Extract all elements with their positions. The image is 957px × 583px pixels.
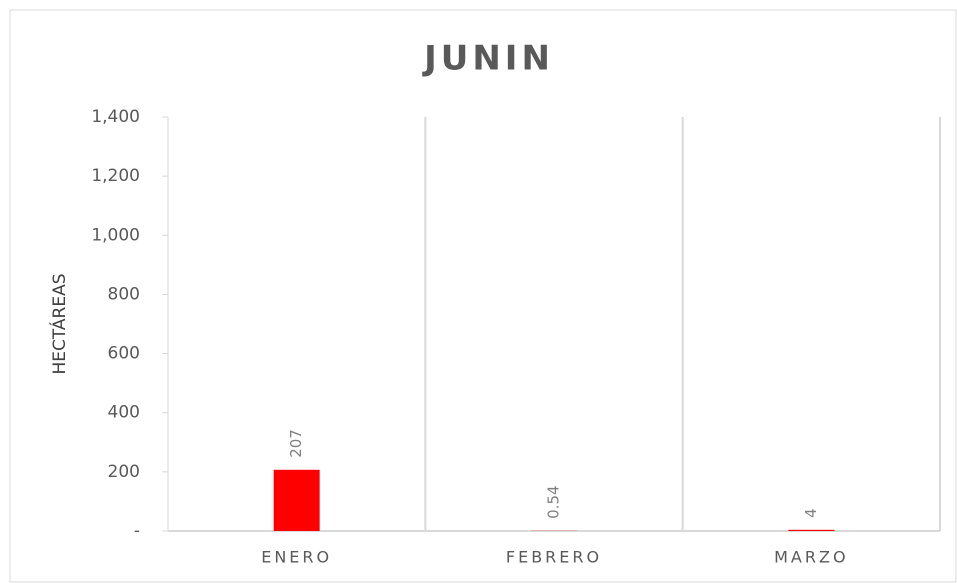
y-tick-label: 1,000 [91,225,140,245]
y-tick-label: 800 [108,284,140,304]
y-tick-label: 600 [108,344,140,364]
x-tick-label: ENERO [261,548,332,567]
chart-title: JUNIN [422,39,554,79]
x-tick-label: FEBRERO [506,548,602,567]
x-tick-label: MARZO [774,548,848,567]
bar [273,469,320,531]
value-label: 4 [802,508,820,518]
y-axis-title: HECTÁREAS [48,273,70,374]
y-tick-label: 1,200 [91,166,140,186]
y-tick-label: 200 [108,462,140,482]
y-tick-label: 400 [108,403,140,423]
value-label: 207 [287,429,305,458]
y-tick-label: - [134,521,140,541]
value-label: 0.54 [545,485,563,518]
chart-border [9,9,957,583]
bar [788,529,835,531]
y-tick-label: 1,400 [91,107,140,127]
